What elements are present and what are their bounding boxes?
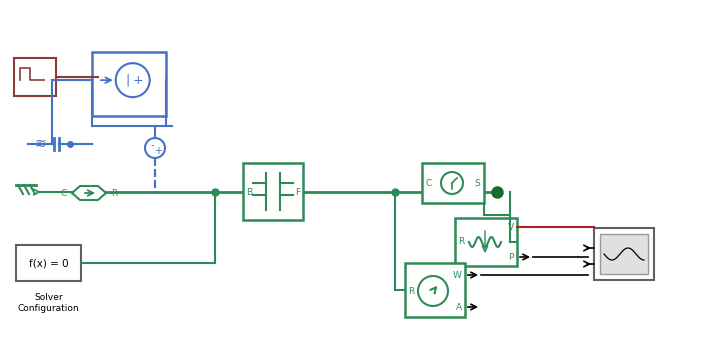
Text: R: R — [458, 238, 464, 247]
Bar — [600, 234, 648, 274]
Bar — [16, 245, 81, 281]
Text: +: + — [133, 74, 143, 87]
Text: P: P — [508, 252, 514, 261]
Text: ≋: ≋ — [34, 137, 46, 151]
Text: f(x) = 0: f(x) = 0 — [29, 258, 68, 268]
Text: -: - — [150, 140, 154, 150]
Bar — [594, 228, 654, 280]
Text: |: | — [125, 74, 130, 87]
Text: Solver
Configuration: Solver Configuration — [18, 293, 79, 313]
Text: +: + — [154, 146, 162, 156]
Text: F: F — [295, 188, 300, 197]
Text: C: C — [61, 189, 67, 198]
Bar — [422, 163, 484, 203]
Bar — [455, 218, 517, 266]
Text: S: S — [474, 179, 480, 188]
Text: W: W — [453, 270, 462, 279]
Text: V: V — [508, 222, 514, 231]
Text: A: A — [456, 302, 462, 311]
Text: C: C — [426, 179, 432, 188]
Bar — [405, 263, 465, 317]
Bar — [14, 58, 56, 96]
Text: R: R — [408, 287, 414, 296]
Text: R: R — [111, 189, 117, 198]
Polygon shape — [72, 186, 106, 200]
Bar — [92, 52, 166, 116]
Text: B: B — [246, 188, 252, 197]
Bar — [243, 163, 303, 220]
